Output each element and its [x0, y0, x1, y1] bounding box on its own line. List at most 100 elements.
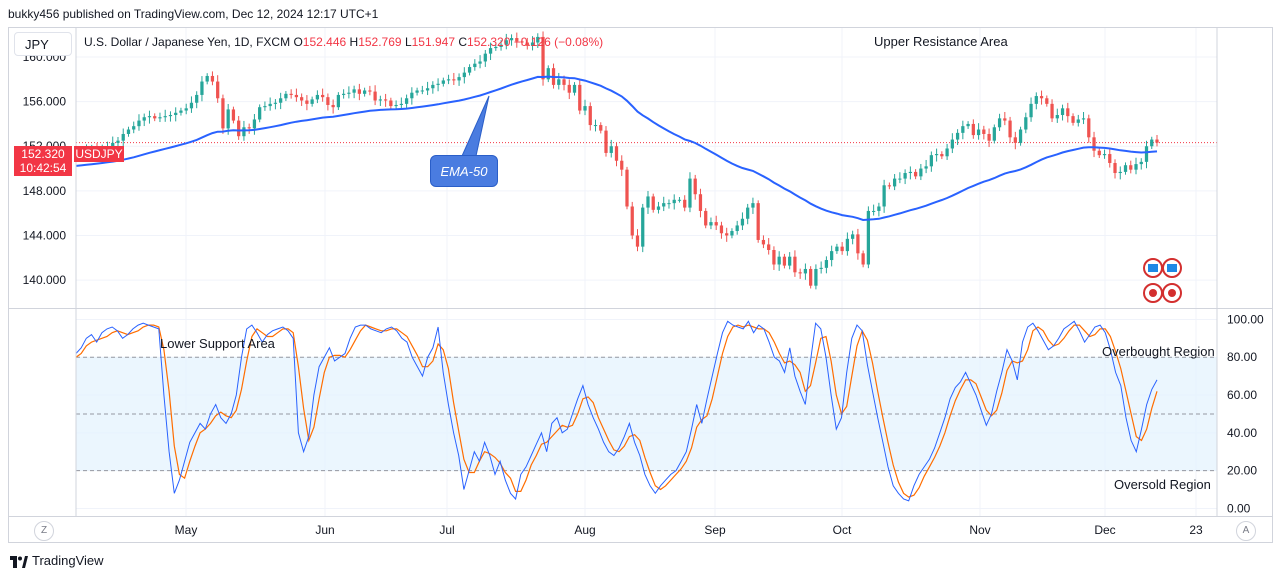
candle-body: [1024, 117, 1028, 130]
candle-body: [772, 249, 776, 265]
candle-body: [252, 119, 257, 129]
time-tick-label: Sep: [704, 523, 726, 537]
time-tick-label: 23: [1189, 523, 1203, 537]
candle-body: [1150, 139, 1154, 147]
tradingview-logo[interactable]: TradingView: [10, 553, 104, 568]
flag-logo-icon-inner: [1148, 264, 1158, 272]
candle-body: [410, 92, 414, 99]
candle-body: [321, 94, 325, 98]
candle-body: [1003, 118, 1007, 121]
candle-body: [237, 120, 241, 137]
candle-body: [840, 246, 844, 252]
stochastic-tick-label: 80.00: [1227, 350, 1257, 364]
candle-body: [174, 112, 178, 116]
candle-body: [279, 98, 283, 103]
candle-body: [677, 199, 682, 201]
candle-body: [315, 94, 320, 100]
symbol-tag: USDJPY: [74, 146, 124, 162]
candle-body: [378, 99, 382, 101]
candle-body: [467, 67, 472, 73]
ema-50-line: [75, 75, 1158, 222]
candle-body: [347, 92, 351, 94]
upper-resistance-label: Upper Resistance Area: [874, 34, 1008, 49]
candle-body: [1102, 154, 1107, 156]
candle-body: [803, 268, 808, 274]
stochastic-d-line: [75, 324, 1158, 498]
candle-body: [940, 154, 944, 157]
candle-body: [683, 199, 687, 208]
candle-body: [583, 106, 587, 111]
candle-body: [1134, 164, 1138, 170]
candle-body: [809, 268, 813, 286]
candle-body: [153, 116, 157, 119]
candle-body: [693, 178, 697, 195]
candle-body: [746, 207, 750, 219]
candle-body: [221, 98, 225, 129]
candle-body: [242, 127, 246, 137]
close-label: C: [458, 35, 468, 49]
candle-body: [231, 109, 236, 121]
candle-body: [976, 129, 981, 136]
candle-body: [588, 106, 592, 126]
candle-body: [247, 127, 251, 129]
candle-body: [704, 210, 708, 226]
candle-body: [431, 84, 435, 89]
candle-body: [782, 256, 787, 266]
candle-body: [341, 93, 346, 95]
time-tick-label: Jul: [439, 523, 454, 537]
auto-scale-button[interactable]: A: [1236, 521, 1256, 541]
time-tick-label: May: [175, 523, 198, 537]
timezone-button[interactable]: Z: [34, 521, 54, 541]
candle-body: [1008, 120, 1012, 138]
candle-body: [116, 140, 120, 143]
stochastic-tick-label: 0.00: [1227, 501, 1251, 515]
candle-body: [651, 196, 655, 210]
currency-button[interactable]: JPY: [14, 32, 72, 56]
stochastic-tick-label: 20.00: [1227, 464, 1257, 478]
candle-body: [877, 206, 881, 211]
candle-body: [441, 80, 445, 84]
candle-body: [195, 94, 199, 103]
flag-logo-icon-inner: [1167, 264, 1177, 272]
time-tick-label: Nov: [969, 523, 990, 537]
candle-body: [210, 75, 215, 82]
candle-body: [284, 93, 288, 99]
lower-support-label: Lower Support Area: [160, 336, 275, 351]
candle-body: [572, 84, 577, 93]
candle-body: [997, 118, 1002, 128]
candle-body: [798, 272, 802, 274]
candle-body: [1097, 150, 1101, 156]
candle-body: [662, 203, 666, 207]
candle-body: [955, 132, 960, 140]
candle-body: [420, 90, 424, 92]
candle-body: [961, 126, 965, 133]
candle-body: [945, 148, 949, 157]
current-price-tag: 152.320: [14, 146, 72, 162]
candle-body: [641, 207, 645, 247]
candle-body: [562, 79, 566, 85]
candle-body: [835, 246, 839, 252]
candle-body: [903, 173, 907, 179]
candle-body: [494, 46, 498, 49]
candle-body: [557, 79, 561, 85]
stochastic-tick-label: 60.00: [1227, 388, 1257, 402]
candle-body: [929, 155, 933, 167]
candle-body: [966, 123, 970, 127]
candle-body: [913, 171, 918, 177]
candle-body: [499, 44, 503, 47]
high-value: 152.769: [358, 35, 402, 49]
bar-countdown: 10:42:54: [14, 161, 72, 176]
candle-body: [399, 103, 403, 105]
candle-body: [305, 100, 309, 104]
candle-body: [452, 79, 456, 81]
candle-body: [1155, 139, 1159, 143]
candle-body: [1066, 108, 1070, 117]
candle-body: [352, 89, 356, 93]
candle-body: [168, 115, 173, 117]
candle-body: [1123, 165, 1128, 172]
tradingview-logo-icon: [10, 555, 28, 568]
candle-body: [294, 94, 299, 98]
candle-body: [767, 244, 771, 250]
publish-header: bukky456 published on TradingView.com, D…: [8, 7, 379, 21]
